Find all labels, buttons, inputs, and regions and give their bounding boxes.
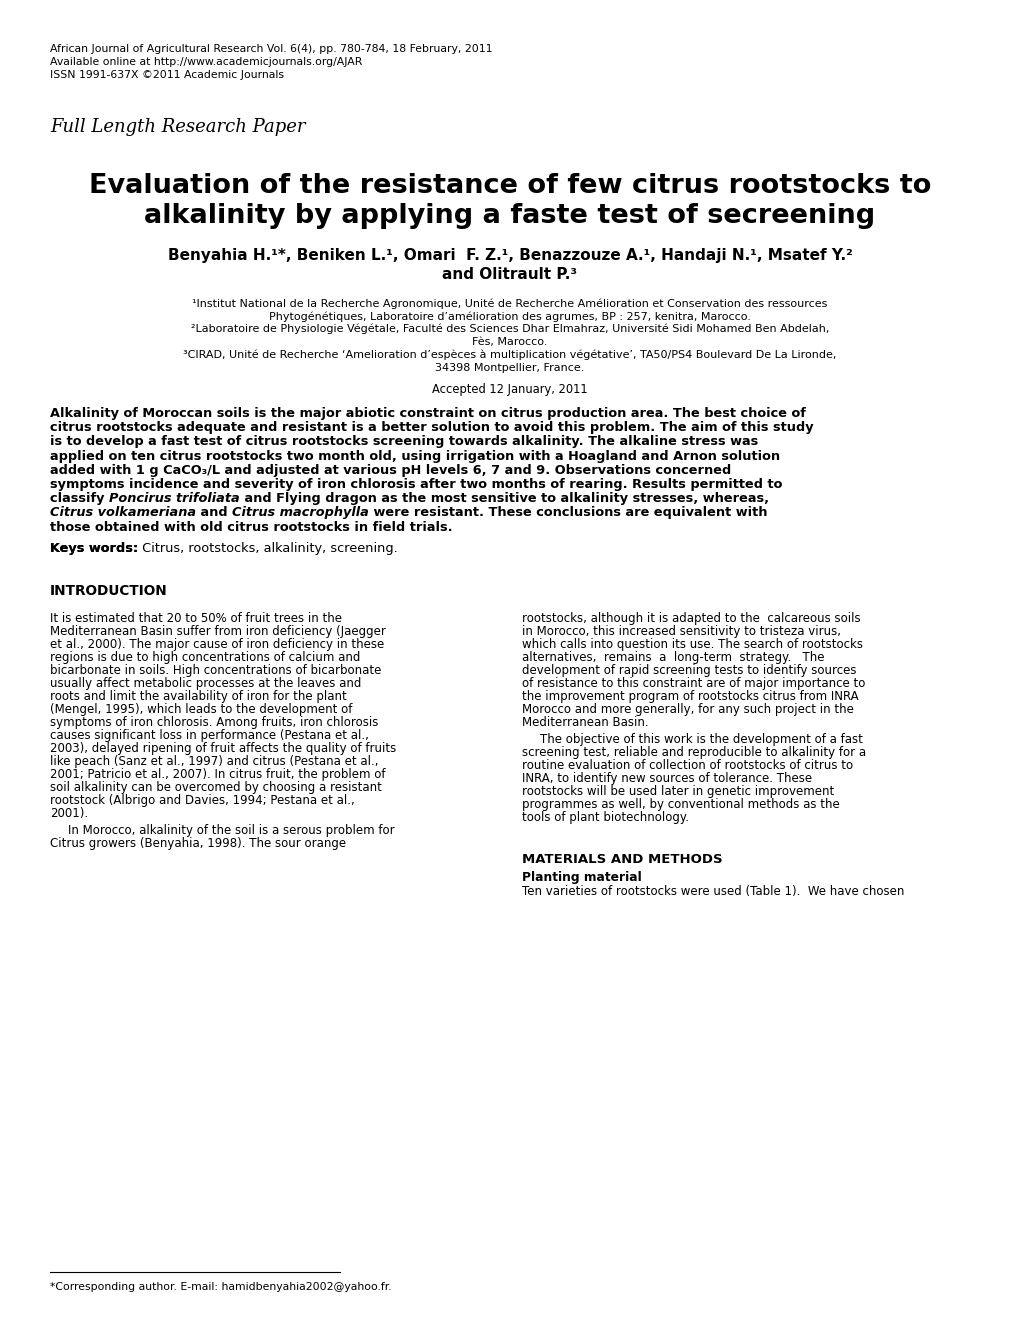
Text: Citrus macrophylla: Citrus macrophylla bbox=[232, 507, 369, 519]
Text: Poncirus trifoliata: Poncirus trifoliata bbox=[109, 492, 239, 506]
Text: Mediterranean Basin suffer from iron deficiency (Jaegger: Mediterranean Basin suffer from iron def… bbox=[50, 624, 385, 638]
Text: rootstocks will be used later in genetic improvement: rootstocks will be used later in genetic… bbox=[522, 785, 834, 797]
Text: Fès, Marocco.: Fès, Marocco. bbox=[472, 337, 547, 347]
Text: regions is due to high concentrations of calcium and: regions is due to high concentrations of… bbox=[50, 651, 360, 664]
Text: Full Length Research Paper: Full Length Research Paper bbox=[50, 117, 306, 136]
Text: applied on ten citrus rootstocks two month old, using irrigation with a Hoagland: applied on ten citrus rootstocks two mon… bbox=[50, 450, 780, 462]
Text: Citrus growers (Benyahia, 1998). The sour orange: Citrus growers (Benyahia, 1998). The sou… bbox=[50, 837, 345, 850]
Text: Phytogénétiques, Laboratoire d’amélioration des agrumes, BP : 257, kenitra, Maro: Phytogénétiques, Laboratoire d’améliorat… bbox=[269, 312, 750, 322]
Text: is to develop a fast test of citrus rootstocks screening towards alkalinity. The: is to develop a fast test of citrus root… bbox=[50, 436, 757, 449]
Text: Morocco and more generally, for any such project in the: Morocco and more generally, for any such… bbox=[522, 702, 853, 715]
Text: programmes as well, by conventional methods as the: programmes as well, by conventional meth… bbox=[522, 797, 839, 810]
Text: Evaluation of the resistance of few citrus rootstocks to: Evaluation of the resistance of few citr… bbox=[89, 173, 930, 199]
Text: added with 1 g CaCO₃/L and adjusted at various pH levels 6, 7 and 9. Observation: added with 1 g CaCO₃/L and adjusted at v… bbox=[50, 463, 731, 477]
Text: citrus rootstocks adequate and resistant is a better solution to avoid this prob: citrus rootstocks adequate and resistant… bbox=[50, 421, 813, 434]
Text: ¹Institut National de la Recherche Agronomique, Unité de Recherche Amélioration : ¹Institut National de la Recherche Agron… bbox=[193, 298, 826, 309]
Text: *Corresponding author. E-mail: hamidbenyahia2002@yahoo.fr.: *Corresponding author. E-mail: hamidbeny… bbox=[50, 1282, 391, 1292]
Text: Alkalinity of Moroccan soils is the major abiotic constraint on citrus productio: Alkalinity of Moroccan soils is the majo… bbox=[50, 407, 805, 420]
Text: MATERIALS AND METHODS: MATERIALS AND METHODS bbox=[522, 853, 721, 866]
Text: like peach (Sanz et al., 1997) and citrus (Pestana et al.,: like peach (Sanz et al., 1997) and citru… bbox=[50, 755, 378, 768]
Text: causes significant loss in performance (Pestana et al.,: causes significant loss in performance (… bbox=[50, 729, 369, 742]
Text: and Flying dragon as the most sensitive to alkalinity stresses, whereas,: and Flying dragon as the most sensitive … bbox=[239, 492, 768, 506]
Text: Citrus, rootstocks, alkalinity, screening.: Citrus, rootstocks, alkalinity, screenin… bbox=[138, 541, 397, 554]
Text: soil alkalinity can be overcomed by choosing a resistant: soil alkalinity can be overcomed by choo… bbox=[50, 781, 381, 793]
Text: bicarbonate in soils. High concentrations of bicarbonate: bicarbonate in soils. High concentration… bbox=[50, 664, 381, 677]
Text: Available online at http://www.academicjournals.org/AJAR: Available online at http://www.academicj… bbox=[50, 57, 362, 67]
Text: (Mengel, 1995), which leads to the development of: (Mengel, 1995), which leads to the devel… bbox=[50, 702, 352, 715]
Text: In Morocco, alkalinity of the soil is a serous problem for: In Morocco, alkalinity of the soil is a … bbox=[68, 824, 394, 837]
Text: screening test, reliable and reproducible to alkalinity for a: screening test, reliable and reproducibl… bbox=[522, 746, 865, 759]
Text: 2001).: 2001). bbox=[50, 807, 88, 820]
Text: African Journal of Agricultural Research Vol. 6(4), pp. 780-784, 18 February, 20: African Journal of Agricultural Research… bbox=[50, 44, 492, 54]
Text: roots and limit the availability of iron for the plant: roots and limit the availability of iron… bbox=[50, 690, 346, 702]
Text: rootstocks, although it is adapted to the  calcareous soils: rootstocks, although it is adapted to th… bbox=[522, 611, 860, 624]
Text: Accepted 12 January, 2011: Accepted 12 January, 2011 bbox=[432, 383, 587, 396]
Text: symptoms of iron chlorosis. Among fruits, iron chlorosis: symptoms of iron chlorosis. Among fruits… bbox=[50, 715, 378, 729]
Text: INTRODUCTION: INTRODUCTION bbox=[50, 583, 167, 598]
Text: Benyahia H.¹*, Beniken L.¹, Omari  F. Z.¹, Benazzouze A.¹, Handaji N.¹, Msatef Y: Benyahia H.¹*, Beniken L.¹, Omari F. Z.¹… bbox=[167, 248, 852, 263]
Text: development of rapid screening tests to identify sources: development of rapid screening tests to … bbox=[522, 664, 856, 677]
Text: Keys words:: Keys words: bbox=[50, 541, 138, 554]
Text: INRA, to identify new sources of tolerance. These: INRA, to identify new sources of toleran… bbox=[522, 772, 811, 785]
Text: Mediterranean Basin.: Mediterranean Basin. bbox=[522, 715, 648, 729]
Text: were resistant. These conclusions are equivalent with: were resistant. These conclusions are eq… bbox=[369, 507, 767, 519]
Text: ³CIRAD, Unité de Recherche ‘Amelioration d’espèces à multiplication végétative’,: ³CIRAD, Unité de Recherche ‘Amelioration… bbox=[183, 350, 836, 360]
Text: those obtained with old citrus rootstocks in field trials.: those obtained with old citrus rootstock… bbox=[50, 520, 452, 533]
Text: 2001; Patricio et al., 2007). In citrus fruit, the problem of: 2001; Patricio et al., 2007). In citrus … bbox=[50, 768, 385, 781]
Text: alkalinity by applying a faste test of secreening: alkalinity by applying a faste test of s… bbox=[145, 203, 874, 228]
Text: The objective of this work is the development of a fast: The objective of this work is the develo… bbox=[539, 733, 862, 746]
Text: the improvement program of rootstocks citrus from INRA: the improvement program of rootstocks ci… bbox=[522, 690, 858, 702]
Text: Planting material: Planting material bbox=[522, 871, 641, 884]
Text: Ten varieties of rootstocks were used (Table 1).  We have chosen: Ten varieties of rootstocks were used (T… bbox=[522, 884, 904, 898]
Text: rootstock (Albrigo and Davies, 1994; Pestana et al.,: rootstock (Albrigo and Davies, 1994; Pes… bbox=[50, 793, 355, 807]
Text: Citrus volkameriana: Citrus volkameriana bbox=[50, 507, 196, 519]
Text: It is estimated that 20 to 50% of fruit trees in the: It is estimated that 20 to 50% of fruit … bbox=[50, 611, 341, 624]
Text: alternatives,  remains  a  long-term  strategy.   The: alternatives, remains a long-term strate… bbox=[522, 651, 823, 664]
Text: 34398 Montpellier, France.: 34398 Montpellier, France. bbox=[435, 363, 584, 374]
Text: which calls into question its use. The search of rootstocks: which calls into question its use. The s… bbox=[522, 638, 862, 651]
Text: routine evaluation of collection of rootstocks of citrus to: routine evaluation of collection of root… bbox=[522, 759, 852, 772]
Text: symptoms incidence and severity of iron chlorosis after two months of rearing. R: symptoms incidence and severity of iron … bbox=[50, 478, 782, 491]
Text: of resistance to this constraint are of major importance to: of resistance to this constraint are of … bbox=[522, 677, 864, 690]
Text: tools of plant biotechnology.: tools of plant biotechnology. bbox=[522, 810, 688, 824]
Text: in Morocco, this increased sensitivity to tristeza virus,: in Morocco, this increased sensitivity t… bbox=[522, 624, 841, 638]
Text: ISSN 1991-637X ©2011 Academic Journals: ISSN 1991-637X ©2011 Academic Journals bbox=[50, 70, 283, 81]
Text: et al., 2000). The major cause of iron deficiency in these: et al., 2000). The major cause of iron d… bbox=[50, 638, 384, 651]
Text: ²Laboratoire de Physiologie Végétale, Faculté des Sciences Dhar Elmahraz, Univer: ²Laboratoire de Physiologie Végétale, Fa… bbox=[191, 323, 828, 334]
Text: 2003), delayed ripening of fruit affects the quality of fruits: 2003), delayed ripening of fruit affects… bbox=[50, 742, 395, 755]
Text: usually affect metabolic processes at the leaves and: usually affect metabolic processes at th… bbox=[50, 677, 361, 690]
Text: and Olitrault P.³: and Olitrault P.³ bbox=[442, 267, 577, 282]
Text: Keys words:: Keys words: bbox=[50, 541, 138, 554]
Text: and: and bbox=[196, 507, 232, 519]
Text: classify: classify bbox=[50, 492, 109, 506]
